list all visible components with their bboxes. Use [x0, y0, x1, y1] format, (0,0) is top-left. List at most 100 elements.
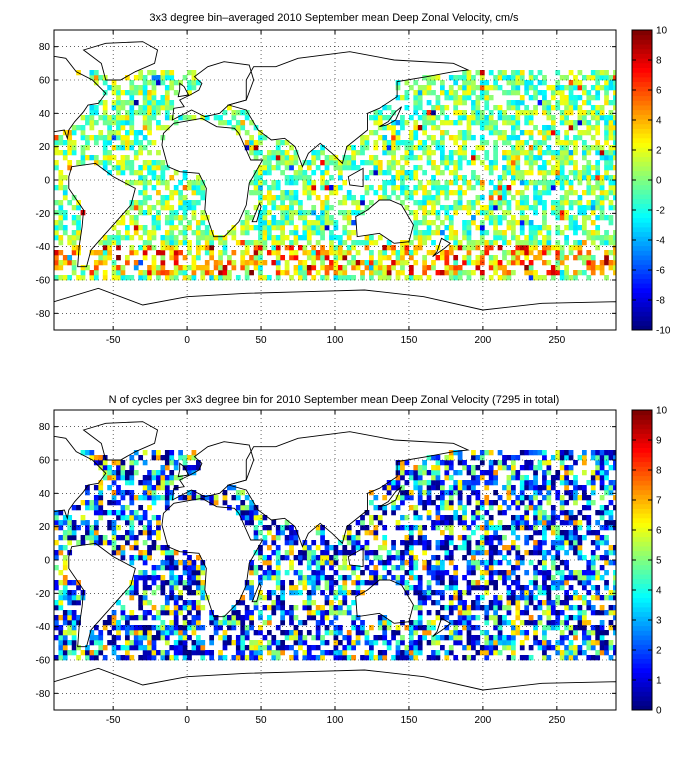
chart2-bin	[187, 655, 192, 661]
chart1-bin	[386, 150, 392, 156]
chart2-bin	[382, 485, 388, 491]
chart2-bin	[76, 540, 81, 546]
chart1-bin	[195, 250, 201, 256]
chart2-bin	[542, 525, 547, 531]
chart1-bin	[515, 200, 521, 206]
chart2-bin	[182, 565, 188, 571]
chart1-bin	[204, 235, 210, 241]
chart2-bin	[373, 640, 379, 646]
chart2-bin	[258, 610, 263, 616]
chart1-bin	[408, 115, 414, 121]
chart1-colorbar-step	[632, 147, 652, 153]
chart2-bin	[422, 545, 427, 551]
chart2-bin	[400, 485, 405, 491]
chart1-colorbar-step	[632, 226, 652, 233]
chart1-bin	[413, 105, 419, 111]
chart2-bin	[377, 505, 383, 511]
chart1-bin	[462, 180, 467, 186]
chart1-bin	[488, 220, 494, 226]
chart1-bin	[546, 245, 552, 251]
chart2-bin	[515, 615, 521, 621]
chart1-bin	[302, 245, 308, 251]
chart1-bin	[266, 200, 272, 206]
chart1-colorbar-step	[632, 198, 652, 204]
chart2-bin	[124, 630, 130, 636]
chart1-bin	[253, 225, 259, 231]
chart1-bin	[240, 240, 246, 246]
chart2-bin	[377, 620, 383, 626]
chart1-bin	[497, 110, 503, 116]
chart2-bin	[466, 540, 472, 546]
chart1-bin	[608, 215, 614, 221]
chart1-bin	[555, 250, 561, 256]
chart2-bin	[156, 615, 161, 621]
chart1-bin	[195, 255, 201, 261]
chart1-bin	[533, 105, 538, 111]
chart2-bin	[244, 635, 250, 641]
chart2-bin	[586, 605, 592, 611]
chart2-bin	[364, 580, 370, 586]
chart1-bin	[528, 230, 534, 236]
chart1-bin	[506, 240, 512, 246]
chart1-bin	[404, 160, 410, 166]
chart2-bin	[568, 480, 574, 486]
chart2-bin	[528, 615, 534, 621]
chart2-bin	[577, 495, 583, 501]
chart2-bin	[289, 545, 294, 551]
chart1-bin	[510, 150, 516, 156]
chart2-bin	[404, 580, 410, 586]
chart2-bin	[151, 570, 157, 576]
chart1-bin	[231, 250, 237, 256]
chart2-bin	[448, 610, 454, 616]
chart1-bin	[510, 255, 516, 261]
chart1-bin	[58, 200, 64, 206]
chart2-bin	[462, 600, 467, 606]
chart1-bin	[262, 135, 268, 141]
chart2-bin	[107, 615, 112, 621]
chart1-bin	[227, 105, 232, 111]
chart2-bin	[244, 510, 250, 516]
chart2-bin	[71, 530, 77, 536]
chart2-bin	[506, 595, 512, 601]
chart2-bin	[173, 630, 179, 636]
chart2-bin	[444, 490, 450, 496]
chart2-bin	[160, 590, 166, 596]
chart2-bin	[581, 490, 587, 496]
chart2-bin	[537, 620, 543, 626]
chart1-bin	[515, 100, 521, 106]
chart2-bin	[138, 520, 144, 526]
chart1-bin	[515, 135, 521, 141]
chart2-bin	[502, 525, 507, 531]
chart1-bin	[493, 160, 498, 166]
chart1-bin	[484, 125, 490, 131]
chart2-bin	[573, 645, 578, 651]
chart1-bin	[133, 90, 139, 96]
chart1-bin	[471, 120, 476, 126]
chart2-bin	[559, 530, 565, 536]
chart1-bin	[573, 270, 578, 276]
chart1-bin	[124, 260, 130, 266]
chart2-bin	[200, 495, 206, 501]
chart1-bin	[377, 255, 383, 261]
chart2-bin	[324, 585, 330, 591]
chart1-bin	[182, 200, 188, 206]
chart1-bin	[329, 175, 334, 181]
chart1-bin	[289, 250, 294, 256]
chart1-bin	[608, 100, 614, 106]
chart2-bin	[337, 655, 343, 661]
chart1-bin	[444, 115, 450, 121]
chart2-bin	[475, 640, 481, 646]
chart2-bin	[244, 655, 250, 661]
chart2-bin	[85, 485, 90, 491]
chart1-bin	[417, 105, 423, 111]
chart1-bin	[218, 240, 223, 246]
chart1-bin	[156, 110, 161, 116]
chart1-bin	[351, 145, 357, 151]
chart1-bin	[510, 160, 516, 166]
chart2-bin	[71, 535, 77, 541]
chart2-bin	[448, 500, 454, 506]
chart2-bin	[559, 580, 565, 586]
chart1-bin	[329, 265, 334, 271]
chart2-bin	[506, 485, 512, 491]
chart1-bin	[608, 110, 614, 116]
